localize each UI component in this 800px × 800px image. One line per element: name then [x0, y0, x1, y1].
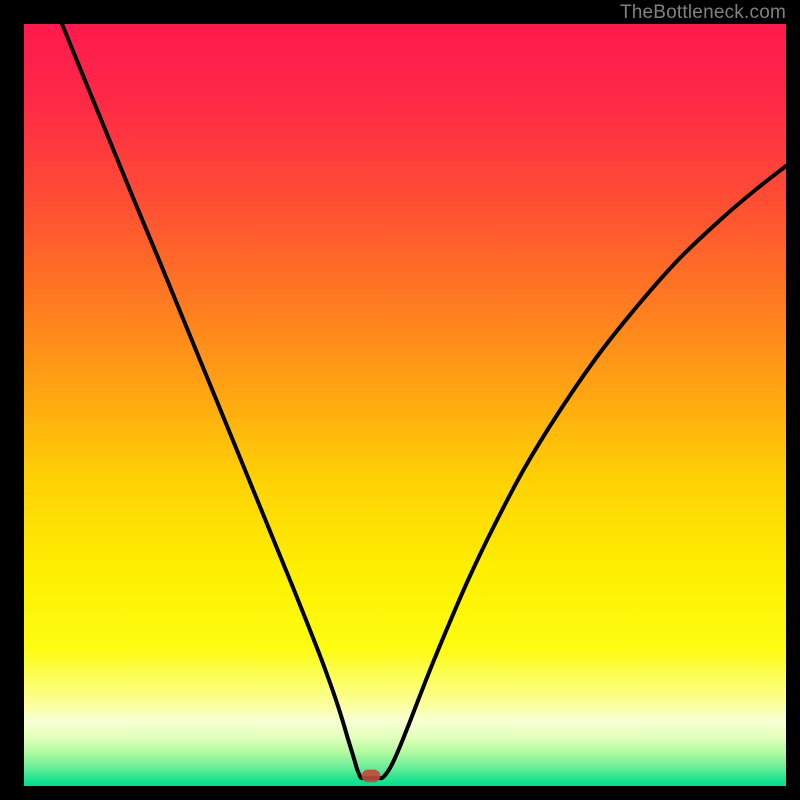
- plot-area: [24, 24, 786, 786]
- chart-frame: TheBottleneck.com: [0, 0, 800, 800]
- minimum-marker: [362, 770, 380, 782]
- attribution-watermark: TheBottleneck.com: [620, 2, 786, 24]
- curve-path: [62, 24, 786, 778]
- bottleneck-curve: [24, 24, 786, 786]
